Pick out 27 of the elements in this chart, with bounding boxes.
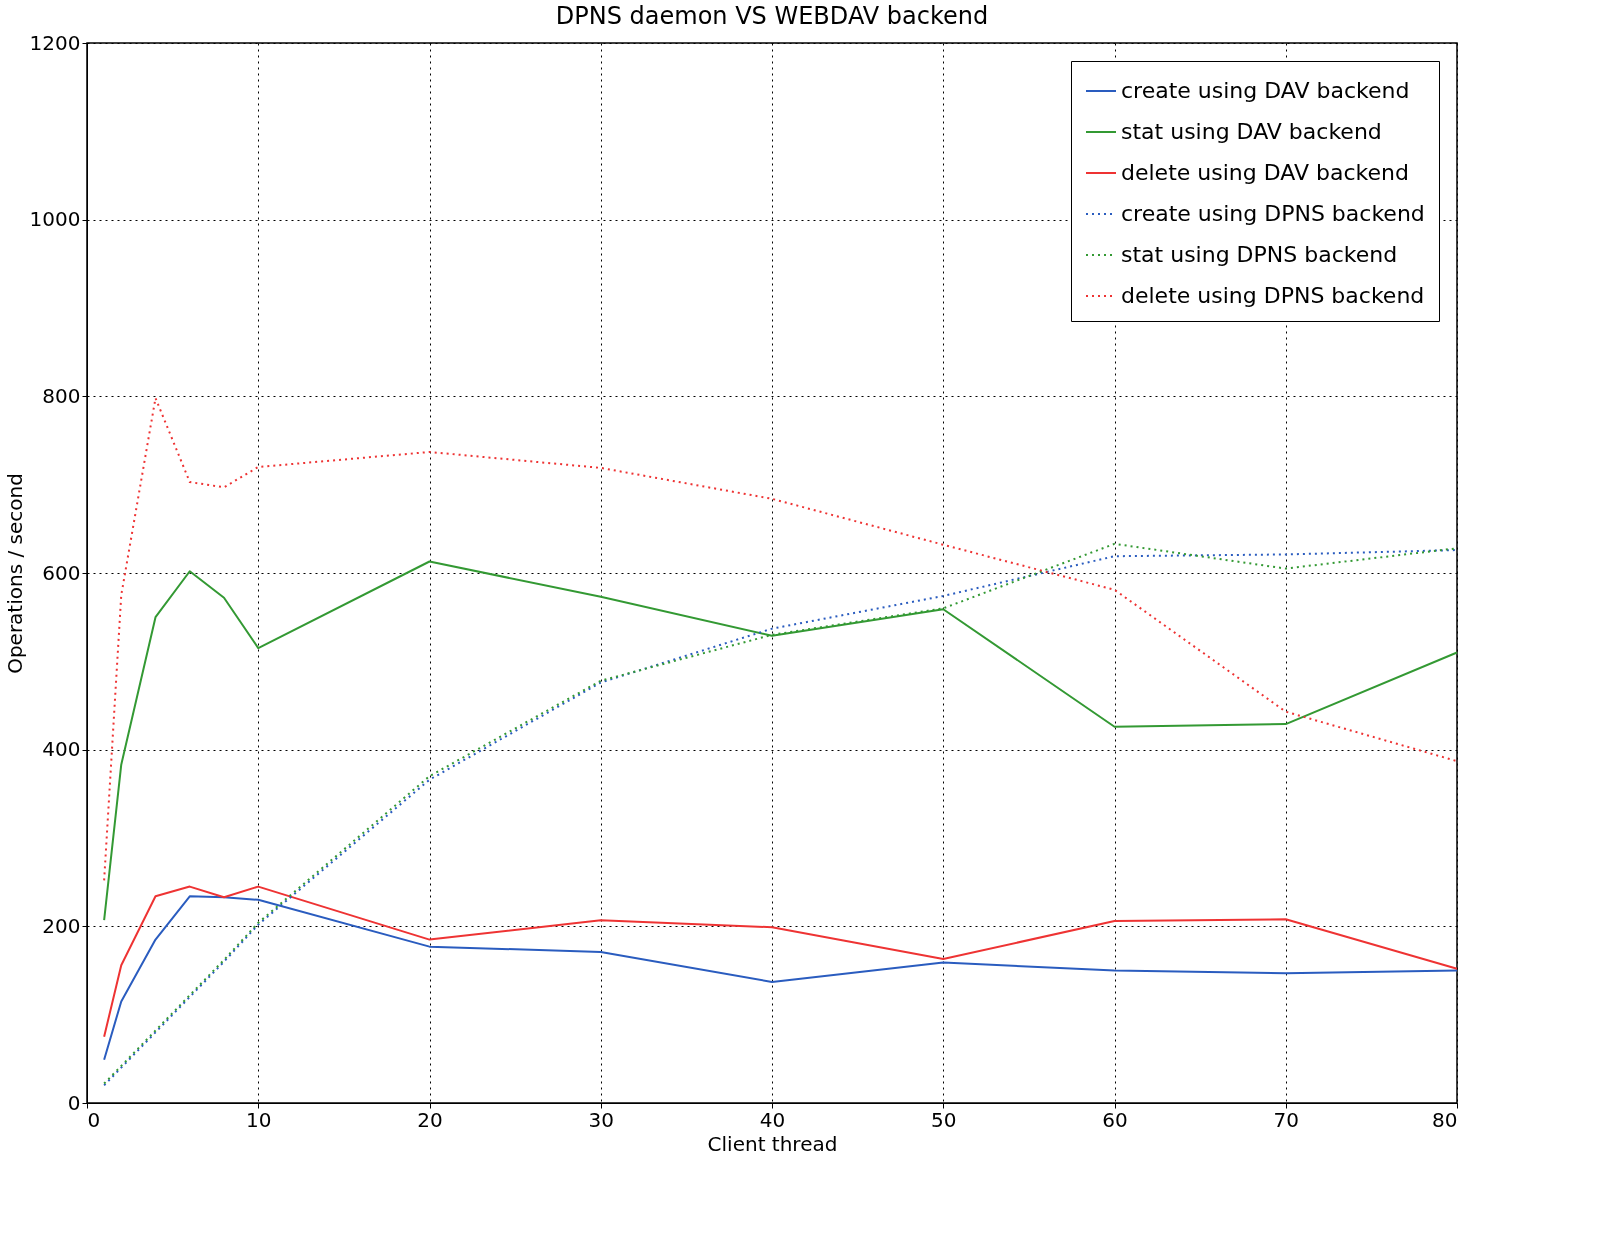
y-axis-title: Operations / second: [2, 473, 27, 674]
x-tick-label: 80: [1432, 1107, 1458, 1132]
line-series: [103, 885, 1458, 1038]
y-tick-label: 1000: [29, 207, 81, 232]
x-tick-label: 60: [1102, 1107, 1128, 1132]
x-tick-label: 30: [588, 1107, 614, 1132]
y-tick-label: 1200: [29, 30, 81, 55]
legend-label: delete using DPNS backend: [1121, 283, 1425, 308]
legend-label: create using DAV backend: [1121, 78, 1410, 103]
y-tick-label: 400: [42, 737, 81, 762]
line-series: [103, 397, 1458, 882]
x-axis-title: Client thread: [707, 1131, 838, 1156]
legend-label: stat using DAV backend: [1121, 119, 1382, 144]
legend-label: delete using DAV backend: [1121, 160, 1409, 185]
y-tick-label: 0: [67, 1090, 81, 1115]
y-tick-label: 800: [42, 383, 81, 408]
x-tick-label: 50: [931, 1107, 957, 1132]
x-tick-label: 20: [417, 1107, 443, 1132]
x-tick-label: 0: [87, 1107, 101, 1132]
legend-label: stat using DPNS backend: [1121, 242, 1398, 267]
chart-title: DPNS daemon VS WEBDAV backend: [555, 2, 989, 30]
x-tick-label: 10: [246, 1107, 272, 1132]
x-tick-label: 40: [759, 1107, 786, 1132]
y-tick-label: 600: [42, 560, 81, 585]
x-tick-label: 70: [1273, 1107, 1299, 1132]
legend-label: create using DPNS backend: [1121, 201, 1425, 226]
y-tick-label: 200: [42, 913, 81, 938]
